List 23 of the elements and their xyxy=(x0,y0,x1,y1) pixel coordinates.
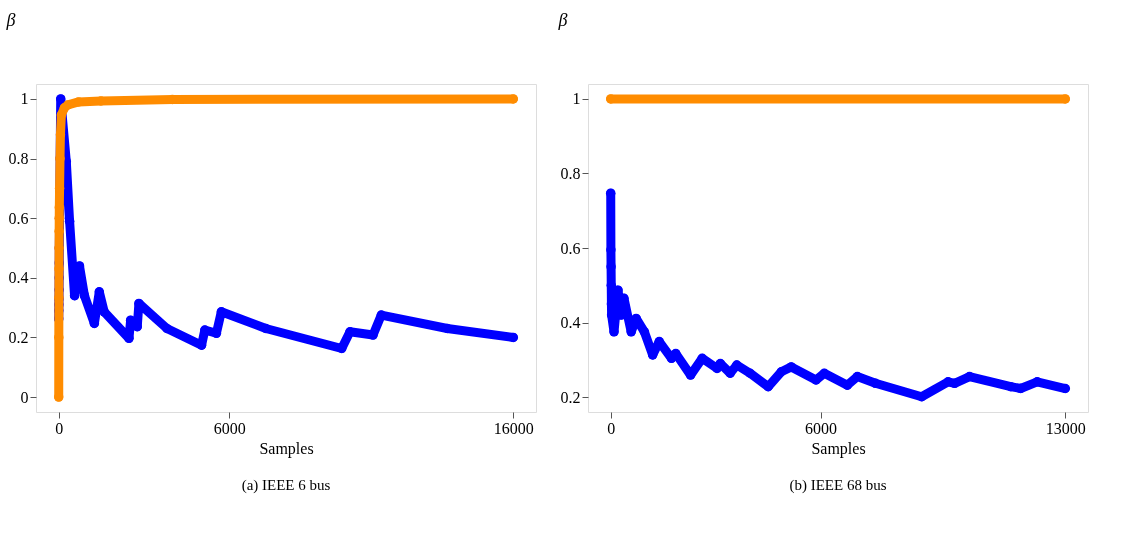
y-tick-label: 0.6 xyxy=(8,209,29,227)
y-tick-label: 0 xyxy=(20,388,29,406)
text: (a) IEEE 6 bus xyxy=(241,477,331,494)
y-axis-title: β xyxy=(557,9,568,30)
y-tick-label: 0.8 xyxy=(8,150,29,168)
y-tick-label: 0.2 xyxy=(8,328,29,346)
x-tick-label: 0 xyxy=(607,419,616,437)
x-tick-label: 6000 xyxy=(805,419,838,437)
x-tick-label: 6000 xyxy=(213,419,246,437)
text: (b) IEEE 68 bus xyxy=(789,477,887,494)
y-tick-label: 1 xyxy=(20,90,29,108)
y-tick-label: 0.8 xyxy=(560,164,581,182)
x-axis-title: Samples xyxy=(259,439,314,458)
y-tick-label: 0.4 xyxy=(8,269,29,287)
x-tick-label: 13000 xyxy=(1045,419,1086,437)
y-axis-title: β xyxy=(5,9,16,30)
y-tick-label: 0.4 xyxy=(560,314,581,332)
y-tick-label: 1 xyxy=(572,90,581,108)
x-axis-title: Samples xyxy=(811,439,866,458)
x-tick-label: 16000 xyxy=(493,419,534,437)
y-tick-label: 0.6 xyxy=(560,239,581,257)
y-tick-label: 0.2 xyxy=(560,388,581,406)
x-tick-label: 0 xyxy=(55,419,64,437)
